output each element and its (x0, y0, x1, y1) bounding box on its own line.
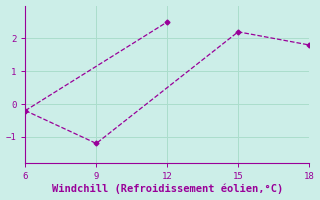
X-axis label: Windchill (Refroidissement éolien,°C): Windchill (Refroidissement éolien,°C) (52, 184, 283, 194)
